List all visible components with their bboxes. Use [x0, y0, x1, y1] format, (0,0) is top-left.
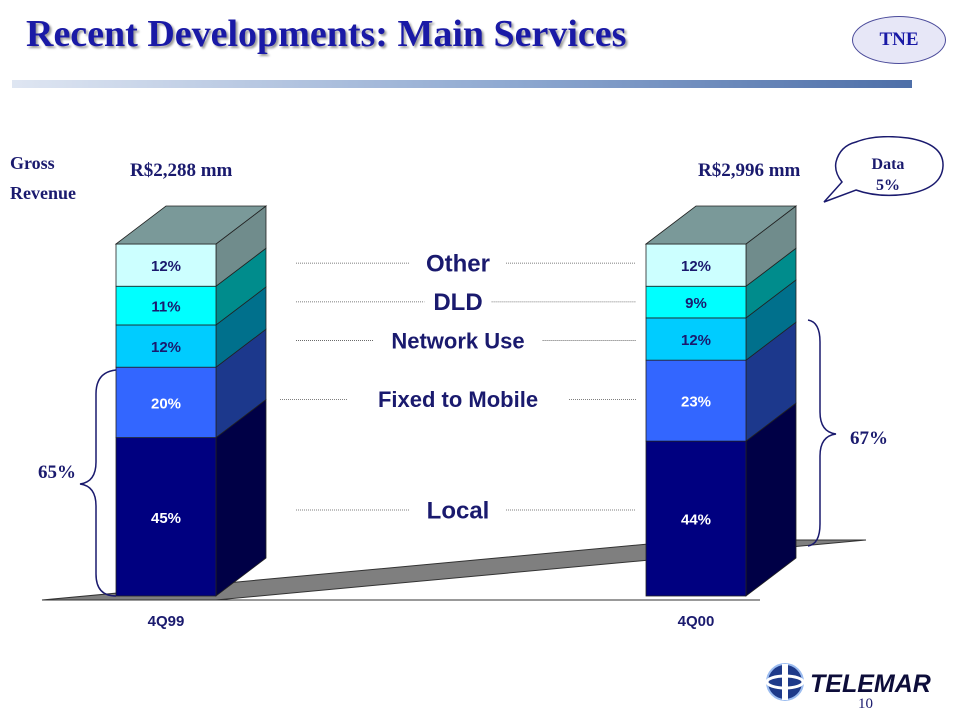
bar-4q00-fixed-to-mobile	[645, 359, 747, 442]
bar-4q99-top	[114, 205, 268, 245]
gross-revenue-label: Gross Revenue	[10, 153, 76, 203]
tne-badge: TNE	[852, 16, 946, 64]
bar-4q00-network-use-label: 12%	[681, 332, 711, 349]
legend-network-use: Network Use	[391, 328, 524, 353]
telemar-logo: TELEMAR	[765, 663, 931, 701]
slide-title: Recent Developments: Main Services	[26, 13, 627, 55]
right-brace-label: 67%	[850, 428, 888, 449]
bar-4q99-dld-label: 11%	[151, 299, 180, 316]
bar-4q00-top	[644, 205, 798, 245]
x-tick-4q99: 4Q99	[148, 613, 185, 630]
bar-4q00-local-label: 44%	[681, 512, 711, 529]
data-callout-bubble	[823, 136, 944, 203]
legend-fixed-to-mobile: Fixed to Mobile	[378, 387, 538, 412]
data-callout-label: Data	[871, 156, 905, 173]
bar-4q99-other	[115, 243, 217, 287]
legend-other: Other	[426, 251, 490, 278]
total-4q00: R$2,996 mm	[698, 160, 801, 181]
logo-wordmark: TELEMAR	[810, 670, 931, 698]
data-callout-text: Data 5%	[858, 154, 918, 196]
page-number: 10	[858, 696, 873, 712]
left-brace	[79, 369, 117, 597]
bar-4q00-network-use	[645, 317, 747, 361]
data-callout-value: 5%	[876, 177, 900, 194]
bar-4q99-local	[115, 437, 217, 597]
bar-4q99-local-label: 45%	[151, 510, 181, 527]
right-brace	[807, 319, 837, 547]
legend-local: Local	[427, 497, 490, 524]
bar-4q99-network-use	[115, 324, 217, 368]
bar-4q00-other	[645, 243, 747, 287]
bar-4q00-fixed-to-mobile-label: 23%	[681, 394, 711, 411]
title-underline	[12, 80, 912, 88]
bar-4q00-other-label: 12%	[681, 258, 711, 275]
total-4q99: R$2,288 mm	[130, 160, 233, 181]
bar-4q00-dld-label: 9%	[685, 295, 707, 312]
bar-4q99-fixed-to-mobile-label: 20%	[151, 395, 181, 412]
bar-4q99-network-use-label: 12%	[151, 339, 181, 356]
bar-4q00-dld	[645, 285, 747, 319]
x-tick-4q00: 4Q00	[678, 613, 715, 630]
bar-4q00-local	[645, 440, 747, 597]
legend-dld: DLD	[433, 289, 482, 316]
left-brace-label: 65%	[38, 462, 76, 483]
bar-4q99-other-label: 12%	[151, 258, 181, 275]
